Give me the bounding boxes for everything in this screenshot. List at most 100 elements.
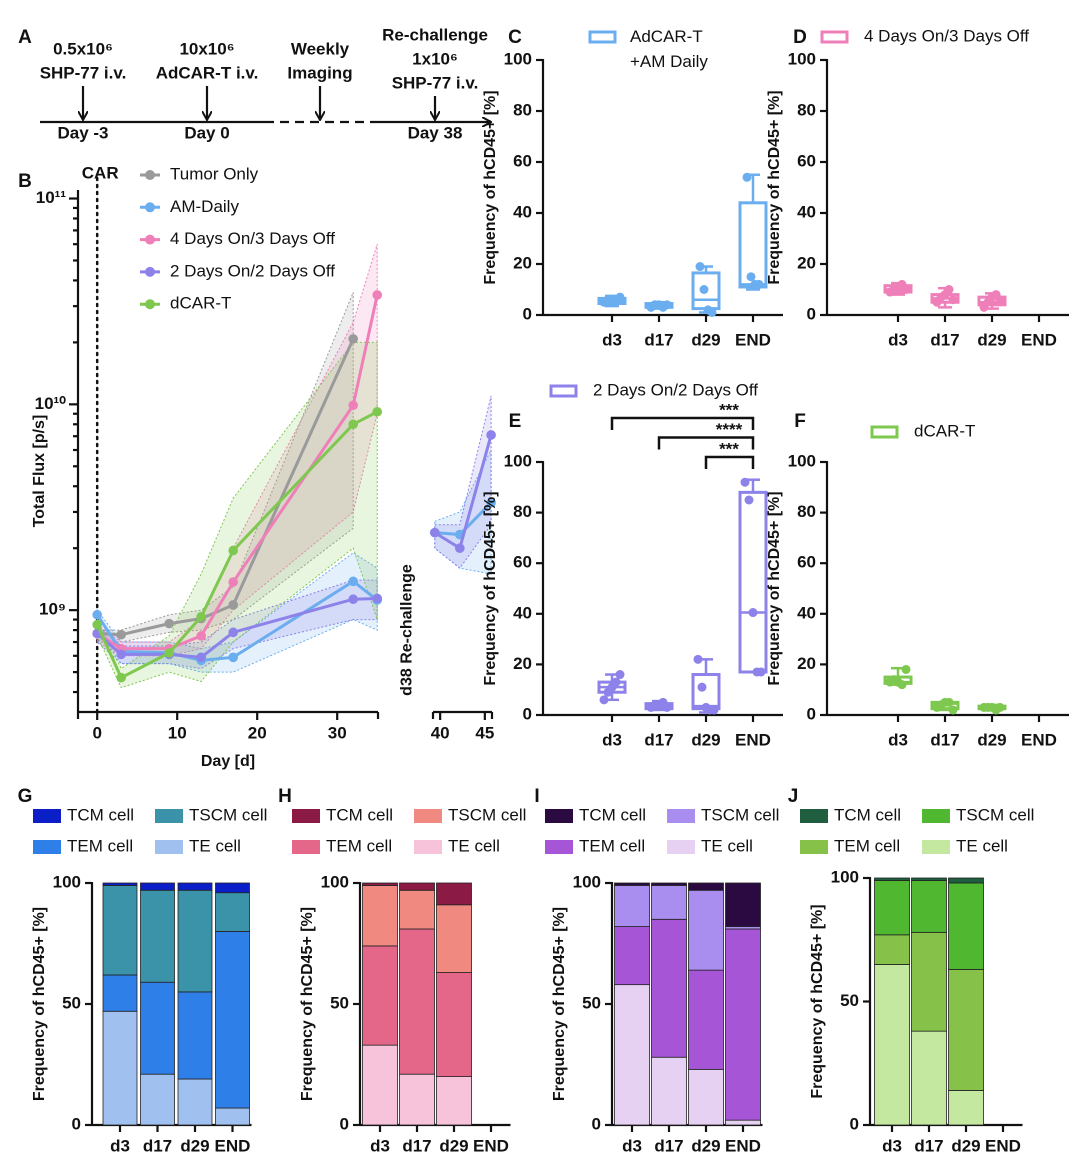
event-label: SHP-77 i.v. xyxy=(40,63,127,82)
x-tick-label: END xyxy=(1021,330,1057,349)
bar-segment xyxy=(614,926,650,986)
data-point xyxy=(196,611,206,622)
y-tick-label: 20 xyxy=(797,654,816,673)
data-point xyxy=(372,406,383,417)
panel-letter: E xyxy=(509,411,522,432)
data-point xyxy=(662,300,672,310)
significance-bracket xyxy=(610,416,755,430)
car-label: CAR xyxy=(82,163,119,182)
data-point xyxy=(742,172,752,182)
y-tick-label: 0 xyxy=(807,304,816,323)
y-tick-label: 40 xyxy=(797,202,816,221)
y-tick-label: 50 xyxy=(840,991,859,1010)
bar-segment xyxy=(436,972,472,1077)
bar-segment xyxy=(177,882,213,891)
bar-segment xyxy=(140,981,175,1075)
legend-label: dCAR-T xyxy=(914,421,975,440)
x-tick-label: END xyxy=(215,1136,251,1155)
bar-segment xyxy=(651,882,687,886)
legend-box xyxy=(549,384,578,398)
y-tick-label: 40 xyxy=(513,603,532,622)
data-point xyxy=(486,430,496,440)
legend-label: TE cell xyxy=(189,836,241,855)
y-tick-label: 100 xyxy=(788,451,816,470)
legend-label: Tumor Only xyxy=(170,164,259,183)
bar-segment xyxy=(177,889,213,993)
y-tick-label: 100 xyxy=(504,49,532,68)
legend-label: TEM cell xyxy=(326,836,392,855)
bar-segment xyxy=(215,882,250,894)
bar-segment xyxy=(399,928,435,1075)
data-point xyxy=(348,576,359,587)
y-tick-label: 50 xyxy=(582,993,601,1012)
y-tick-label: 80 xyxy=(797,100,816,119)
x-tick-label: d17 xyxy=(143,1136,172,1155)
x-tick-label: d17 xyxy=(654,1136,683,1155)
panel-letter: G xyxy=(18,786,33,807)
data-point xyxy=(228,545,238,556)
bar-segment xyxy=(614,984,650,1126)
y-axis-label: Frequency of hCD45+ [%] xyxy=(809,904,826,1098)
legend-marker xyxy=(145,234,155,245)
data-point xyxy=(455,543,465,553)
legend-swatch xyxy=(667,809,695,823)
y-tick-label: 50 xyxy=(330,993,349,1012)
data-point xyxy=(228,627,238,638)
legend-swatch xyxy=(414,809,442,823)
x-tick-label: d29 xyxy=(691,330,720,349)
x-tick-label: END xyxy=(473,1136,509,1155)
legend-label: TSCM cell xyxy=(956,805,1034,824)
bar-segment xyxy=(436,882,472,906)
legend-label: AdCAR-T +AM Daily xyxy=(630,27,708,71)
bar-segment xyxy=(725,1119,761,1126)
data-point xyxy=(348,334,359,344)
legend-swatch xyxy=(545,840,573,854)
x-tick-label: d3 xyxy=(888,730,908,749)
data-point xyxy=(599,695,609,705)
legend-swatch xyxy=(922,840,950,854)
y-tick-label: 0 xyxy=(592,1114,601,1133)
data-point xyxy=(995,295,1005,305)
y-axis-label: Frequency of hCD45+ [%] xyxy=(299,907,316,1101)
significance-bracket xyxy=(704,455,755,469)
data-point xyxy=(744,495,754,505)
bar-segment xyxy=(651,885,687,920)
x-tick-label: d3 xyxy=(370,1136,390,1155)
x-tick-label: d3 xyxy=(110,1136,130,1155)
box xyxy=(738,490,768,674)
legend-marker xyxy=(145,299,155,310)
significance-label: *** xyxy=(719,439,739,458)
legend-marker xyxy=(145,170,155,180)
bar-segment xyxy=(874,964,910,1126)
panel-letter: H xyxy=(278,786,292,807)
x-tick-label: d17 xyxy=(930,730,959,749)
y-tick-label: 10⁹ xyxy=(39,600,66,619)
bar-segment xyxy=(874,877,910,881)
x-tick-label: d29 xyxy=(180,1136,209,1155)
bar-segment xyxy=(215,931,250,1109)
y-tick-label: 60 xyxy=(513,151,532,170)
data-point xyxy=(756,667,766,677)
bar-segment xyxy=(436,1076,472,1126)
data-point xyxy=(348,400,359,411)
x-tick-label: d29 xyxy=(951,1136,980,1155)
legend-label: dCAR-T xyxy=(170,294,231,313)
panel-letter: A xyxy=(18,27,32,48)
x-tick-label: END xyxy=(735,330,771,349)
y-tick-label: 100 xyxy=(321,872,349,891)
y-tick-label: 100 xyxy=(831,867,859,886)
data-point xyxy=(196,631,206,641)
bar-segment xyxy=(362,945,398,1046)
x-tick-label: END xyxy=(1021,730,1057,749)
x-tick-label: END xyxy=(735,730,771,749)
data-point xyxy=(697,682,707,692)
data-point xyxy=(372,290,383,300)
y-tick-label: 0 xyxy=(523,704,532,723)
event-day: Day 0 xyxy=(184,123,229,142)
data-point xyxy=(164,618,174,629)
bar-segment xyxy=(177,991,213,1080)
x-tick-label: d29 xyxy=(977,730,1006,749)
bar-segment xyxy=(215,1107,250,1126)
x-tick-label: END xyxy=(725,1136,761,1155)
legend-swatch xyxy=(545,809,573,823)
